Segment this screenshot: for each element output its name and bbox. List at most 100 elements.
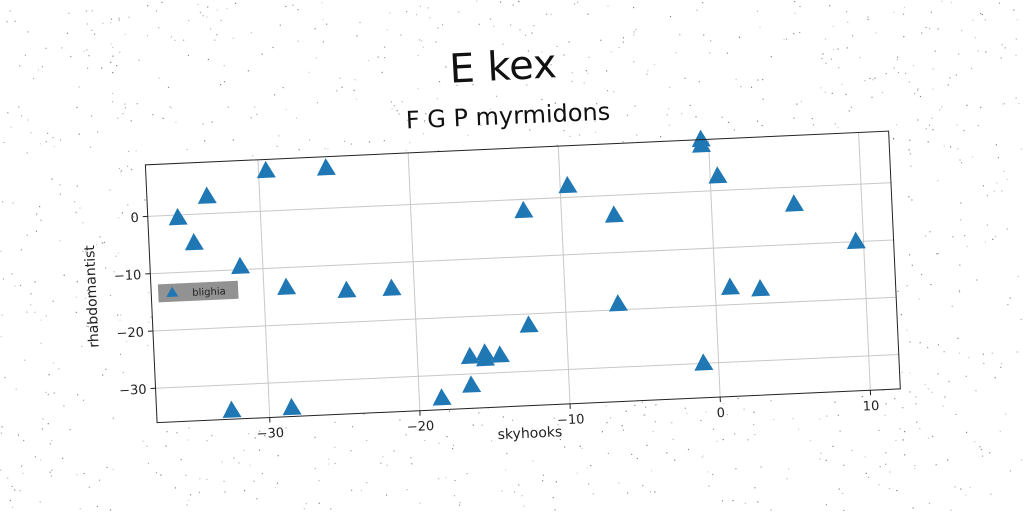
speckle-dot [655,404,657,406]
speckle-dot [707,471,709,473]
speckle-dot [435,41,437,43]
speckle-dot [896,56,899,58]
speckle-dot [105,267,107,269]
speckle-dot [366,482,368,484]
speckle-dot [576,472,578,474]
speckle-dot [223,480,225,482]
speckle-dot [148,321,150,323]
x-tick-label: −30 [256,426,284,442]
speckle-dot [927,141,929,143]
scatter-point [846,231,866,250]
speckle-dot [47,393,49,396]
speckle-dot [820,87,822,89]
scatter-point [337,280,357,299]
speckle-dot [908,81,910,83]
speckle-dot [930,284,932,286]
speckle-dot [0,469,2,471]
speckle-dot [960,219,962,221]
speckle-dot [384,57,386,59]
speckle-dot [666,452,668,454]
speckle-dot [102,374,104,376]
speckle-dot [0,335,2,337]
speckle-dot [35,230,37,232]
speckle-dot [34,281,36,283]
speckle-dot [91,10,93,12]
speckle-dot [626,492,629,494]
speckle-dot [754,487,756,489]
speckle-dot [949,77,951,79]
speckle-dot [941,106,943,108]
speckle-dot [261,473,263,475]
speckle-dot [914,93,916,95]
speckle-dot [902,407,904,409]
speckle-dot [79,508,81,510]
speckle-dot [843,509,845,511]
speckle-dot [554,102,556,104]
speckle-dot [819,458,821,460]
scatter-point [751,279,771,297]
speckle-dot [921,32,923,34]
speckle-dot [339,77,341,79]
speckle-dot [252,155,254,157]
speckle-dot [708,485,710,487]
speckle-dot [747,439,749,441]
speckle-dot [925,128,927,130]
speckle-dot [328,458,330,460]
speckle-dot [411,463,413,465]
y-tick-label: −20 [116,325,144,341]
speckle-dot [909,372,911,374]
speckle-dot [822,53,824,55]
speckle-dot [76,185,78,187]
speckle-dot [318,502,320,504]
speckle-dot [285,427,287,429]
speckle-dot [642,485,644,487]
speckle-dot [531,32,533,34]
speckle-dot [981,13,983,16]
speckle-dot [6,21,8,23]
speckle-dot [7,112,9,114]
speckle-dot [7,477,9,479]
speckle-dot [705,411,707,413]
speckle-dot [279,24,281,26]
y-axis-label: rhabdomantist [82,244,103,348]
speckle-dot [249,464,251,466]
speckle-dot [847,21,849,23]
speckle-dot [103,241,105,243]
speckle-dot [618,46,620,48]
speckle-dot [917,119,919,121]
scatter-point [256,160,276,179]
speckle-dot [956,124,958,126]
speckle-dot [916,89,919,91]
speckle-dot [1000,57,1002,59]
scatter-point [490,345,510,363]
speckle-dot [563,54,565,56]
speckle-dot [405,434,407,436]
speckle-dot [928,502,930,504]
speckle-dot [902,13,905,15]
speckle-dot [819,418,821,420]
speckle-dot [110,22,112,24]
speckle-dot [929,28,931,30]
speckle-dot [334,421,336,423]
speckle-dot [99,236,101,238]
speckle-dot [1001,44,1003,46]
speckle-dot [948,380,950,383]
speckle-dot [832,49,834,51]
speckle-dot [198,491,200,493]
speckle-dot [919,95,922,98]
speckle-dot [77,394,79,396]
speckle-dot [750,86,753,88]
speckle-dot [35,214,37,216]
speckle-dot [912,507,914,509]
speckle-dot [896,59,898,61]
speckle-dot [197,4,199,6]
speckle-dot [158,77,160,79]
speckle-dot [917,88,919,90]
speckle-dot [966,245,968,248]
speckle-dot [574,3,576,5]
speckle-dot [327,148,329,150]
speckle-dot [396,110,398,112]
speckle-dot [825,459,827,461]
speckle-dot [146,445,148,447]
speckle-dot [297,9,299,11]
